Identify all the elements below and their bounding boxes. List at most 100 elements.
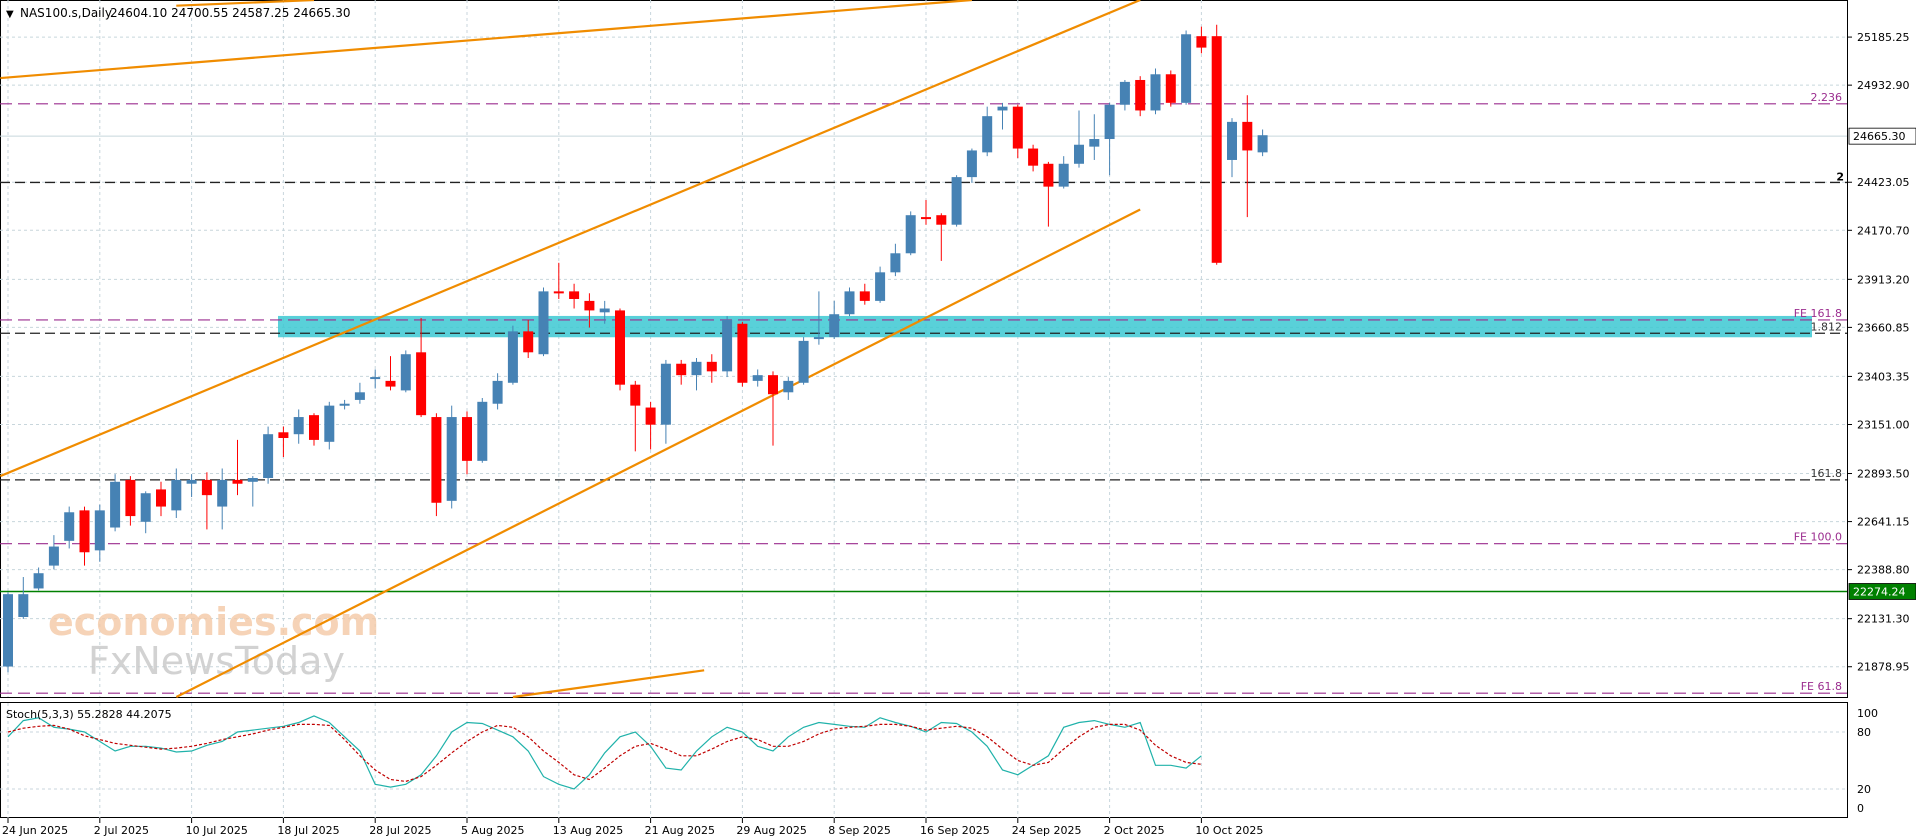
candle-body [79, 510, 90, 553]
level-label: FE 100.0 [1794, 531, 1842, 544]
x-tick-label: 21 Aug 2025 [645, 824, 715, 837]
candle-body [1104, 104, 1115, 140]
y-tick-label: 24423.05 [1857, 176, 1910, 189]
y-tick-label: 24932.90 [1857, 79, 1910, 92]
candle-body [936, 215, 947, 225]
level-tag: 2 [1836, 170, 1844, 183]
candle-body [722, 319, 733, 372]
candle-body [400, 354, 411, 391]
level-label: 1.812 [1811, 320, 1843, 333]
candle-body [354, 392, 365, 400]
candle-body [829, 314, 840, 338]
stoch-tick-label: 20 [1857, 783, 1871, 796]
y-tick-label: 22893.50 [1857, 468, 1910, 481]
stochastic-panel: Stoch(5,3,3) 55.2828 44.2075 [0, 702, 1848, 818]
watermark: economies.com FxNewsToday [48, 600, 379, 683]
candle-body [263, 434, 274, 478]
price-tags: 24665.30 22274.24 [1848, 127, 1916, 600]
candle-body [523, 331, 534, 353]
x-tick-label: 18 Jul 2025 [277, 824, 339, 837]
candle-body [875, 272, 886, 301]
candle-body [293, 417, 304, 435]
candle-body [1227, 121, 1237, 160]
x-tick-label: 8 Sep 2025 [828, 824, 891, 837]
candle-body [431, 417, 442, 503]
candle-body [247, 477, 258, 482]
stoch-main-line [7, 715, 1202, 790]
candle-body [783, 380, 794, 393]
candle-body [462, 417, 472, 461]
candle-body [569, 291, 580, 299]
candle-body [844, 291, 855, 315]
candle-body [18, 594, 29, 618]
candle-body [1119, 81, 1130, 105]
x-tick-label: 10 Jul 2025 [186, 824, 248, 837]
candle-body [1028, 148, 1039, 166]
candle-body [706, 361, 717, 372]
time-axis: 24 Jun 2025 2 Jul 2025 10 Jul 2025 18 Jul 2… [2, 818, 1263, 837]
trend-channel [0, 0, 1141, 699]
candle-body [798, 340, 809, 383]
candle-body [1257, 135, 1268, 153]
stochastic-lines [7, 715, 1202, 790]
candle-body [309, 415, 319, 440]
collapse-triangle-icon[interactable]: ▼ [6, 9, 14, 20]
y-tick-label: 23913.20 [1857, 273, 1910, 286]
x-tick-label: 2 Oct 2025 [1104, 824, 1165, 837]
x-tick-label: 10 Oct 2025 [1195, 824, 1263, 837]
candle-body [1150, 74, 1161, 111]
x-tick-label: 24 Sep 2025 [1012, 824, 1082, 837]
channel-line [0, 0, 972, 80]
candle-body [232, 479, 243, 484]
ohlc-values: 24604.10 24700.55 24587.25 24665.30 [110, 6, 350, 20]
candle-body [110, 481, 121, 528]
candle-body [3, 594, 13, 667]
candle-body [1074, 144, 1084, 164]
channel-line [175, 208, 1141, 698]
candle-body [492, 380, 503, 404]
level-label: 161.8 [1811, 467, 1843, 480]
current-price-tag-bg [1848, 127, 1916, 145]
candle-body [538, 291, 549, 355]
candle-body [645, 407, 656, 425]
candle-body [1043, 163, 1054, 187]
candle-body [33, 573, 44, 589]
candles [3, 24, 1268, 673]
candle-body [125, 479, 136, 517]
candle-body [1165, 74, 1176, 103]
candle-body [140, 493, 151, 522]
x-tick-label: 29 Aug 2025 [736, 824, 806, 837]
candle-body [737, 323, 748, 383]
y-tick-label: 21878.95 [1857, 661, 1910, 674]
stochastic-label: Stoch(5,3,3) 55.2828 44.2075 [6, 708, 172, 721]
candle-body [171, 479, 182, 511]
candle-body [599, 308, 610, 313]
candle-body [416, 352, 427, 416]
y-tick-label: 22641.15 [1857, 516, 1910, 529]
candle-body [1135, 79, 1146, 111]
candle-body [217, 479, 228, 507]
level-label: 2.236 [1811, 91, 1843, 104]
channel-line [0, 0, 1141, 478]
channel-line [512, 669, 705, 699]
candle-body [1058, 163, 1069, 187]
y-tick-label: 23151.00 [1857, 418, 1910, 431]
x-tick-label: 16 Sep 2025 [920, 824, 990, 837]
candle-body [1242, 121, 1253, 151]
candle-body [201, 479, 212, 496]
candle-body [507, 331, 518, 383]
candle-body [1089, 139, 1100, 147]
chart-header: ▼ NAS100.s,Daily 24604.10 24700.55 24587… [6, 6, 350, 20]
candle-body [48, 546, 59, 566]
x-tick-label: 24 Jun 2025 [2, 824, 68, 837]
y-tick-label: 25185.25 [1857, 31, 1910, 44]
candle-body [813, 337, 824, 340]
y-tick-label: 22388.80 [1857, 564, 1910, 577]
y-tick-label: 24170.70 [1857, 224, 1910, 237]
candle-body [477, 401, 488, 461]
stochastic-panel-frame [0, 702, 1848, 818]
candle-body [553, 291, 564, 294]
candle-body [446, 417, 457, 501]
green-level-tag-bg [1848, 583, 1916, 600]
